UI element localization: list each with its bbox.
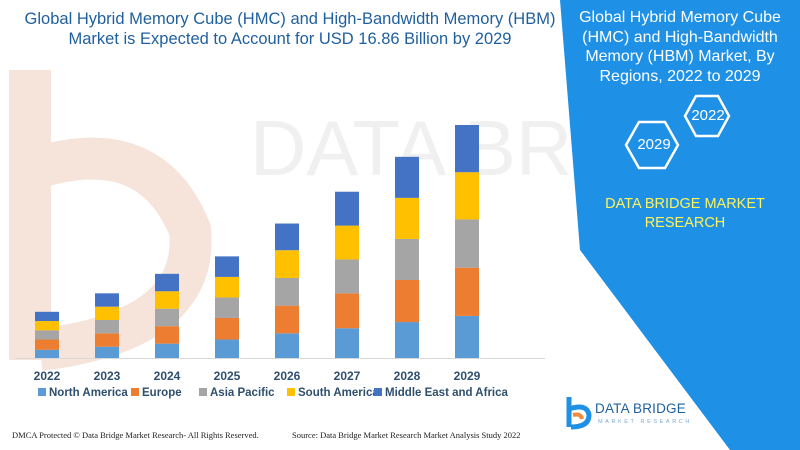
bar-segment <box>35 311 59 322</box>
legend-label: Middle East and Africa <box>385 387 509 399</box>
bar-segment <box>275 277 299 306</box>
bar-segment <box>335 191 359 226</box>
bar-segment <box>95 320 119 334</box>
bar-segment <box>155 326 179 344</box>
bar-segment <box>335 293 359 329</box>
bar-segment <box>335 328 359 358</box>
bar-segment <box>215 317 239 340</box>
bar-segment <box>95 306 119 321</box>
bar-segment <box>395 156 419 198</box>
bar-segment <box>275 250 299 278</box>
page-title: Global Hybrid Memory Cube (HMC) and High… <box>24 10 556 48</box>
x-tick-label: 2028 <box>394 369 421 383</box>
bar-segment <box>395 197 419 239</box>
bar-segment <box>35 330 59 340</box>
bar-segment <box>455 267 479 316</box>
logo-name: DATA BRIDGE <box>595 401 686 416</box>
bar-segment <box>155 343 179 358</box>
legend-label: Asia Pacific <box>210 387 275 399</box>
panel-title: Global Hybrid Memory Cube (HMC) and High… <box>579 9 781 85</box>
bar-segment <box>95 293 119 307</box>
bar-segment <box>155 291 179 309</box>
x-tick-label: 2024 <box>154 369 181 383</box>
panel-brand-text: DATA BRIDGE MARKET RESEARCH <box>605 196 765 231</box>
bar-segment <box>35 339 59 350</box>
right-panel-background <box>560 0 800 450</box>
bar-segment <box>275 223 299 251</box>
legend-swatch <box>131 388 139 396</box>
legend-swatch <box>199 388 207 396</box>
x-tick-label: 2022 <box>34 369 61 383</box>
bar-segment <box>455 219 479 268</box>
bar-segment <box>155 308 179 327</box>
bar-segment <box>275 305 299 334</box>
hexagon-2029-icon <box>624 120 680 170</box>
hex-year-bottom: 2029 <box>637 136 671 153</box>
bar-segment <box>215 297 239 318</box>
bar-segment <box>395 322 419 358</box>
x-tick-label: 2029 <box>454 369 481 383</box>
bar-segment <box>335 225 359 260</box>
logo-tagline: MARKET RESEARCH <box>598 419 692 425</box>
x-tick-label: 2026 <box>274 369 301 383</box>
bar-segment <box>155 273 179 292</box>
bar-segment <box>395 238 419 280</box>
stacked-bar-chart: 2022 2023 2024 2025 2026 2027 2028 2029 North Am… <box>15 125 545 399</box>
legend-label: South America <box>298 387 379 399</box>
x-tick-label: 2027 <box>334 369 361 383</box>
legend-swatch <box>287 388 295 396</box>
bar-segment <box>455 125 479 173</box>
legend-label: North America <box>49 387 128 399</box>
bar-segment <box>335 259 359 294</box>
bar-segment <box>35 321 59 331</box>
bar-segment <box>215 339 239 358</box>
bar-segment <box>95 333 119 347</box>
footer-source: Source: Data Bridge Market Research Mark… <box>292 430 521 440</box>
x-tick-label: 2023 <box>94 369 121 383</box>
bar-segment <box>395 279 419 323</box>
bar-segment <box>455 315 479 358</box>
hex-year-top: 2022 <box>691 107 725 124</box>
legend-swatch <box>38 388 46 396</box>
x-tick-label: 2025 <box>214 369 241 383</box>
data-bridge-logo-icon <box>566 397 592 430</box>
hexagon-2022-icon <box>683 94 731 138</box>
bar-segment <box>215 276 239 298</box>
bar-segment <box>35 349 59 358</box>
bar-segment <box>275 333 299 358</box>
bar-segment <box>95 346 119 358</box>
bar-segment <box>455 172 479 220</box>
legend-swatch <box>374 388 382 396</box>
footer-copyright: DMCA Protected © Data Bridge Market Rese… <box>12 430 259 440</box>
bar-segment <box>215 256 239 277</box>
legend-label: Europe <box>142 387 182 399</box>
